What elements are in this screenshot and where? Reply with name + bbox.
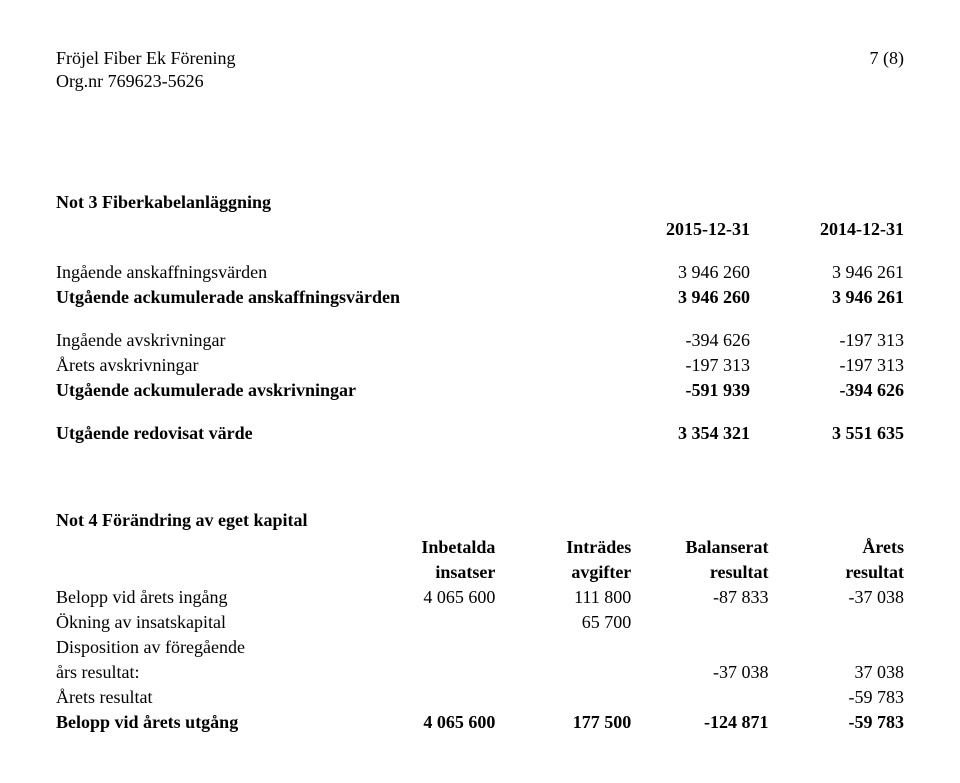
table-row: Utgående ackumulerade anskaffningsvärden…: [56, 285, 904, 310]
table-row: Disposition av föregående: [56, 635, 904, 660]
row-value: [495, 685, 631, 710]
org-name: Fröjel Fiber Ek Förening: [56, 48, 235, 69]
row-label: Ingående anskaffningsvärden: [56, 260, 620, 285]
row-value: -87 833: [631, 585, 768, 610]
row-value: -197 313: [750, 353, 904, 378]
table-row: Årets avskrivningar -197 313 -197 313: [56, 353, 904, 378]
row-value: -37 038: [769, 585, 904, 610]
row-label: Utgående redovisat värde: [56, 421, 620, 446]
row-value: [495, 660, 631, 685]
row-value: -197 313: [750, 328, 904, 353]
row-value: -394 626: [750, 378, 904, 403]
note3-title: Not 3 Fiberkabelanläggning: [56, 192, 904, 213]
row-label: Belopp vid årets utgång: [56, 710, 359, 735]
table-row: Belopp vid årets utgång 4 065 600 177 50…: [56, 710, 904, 735]
table-row: Utgående ackumulerade avskrivningar -591…: [56, 378, 904, 403]
note4-head-c3a: Balanserat: [631, 535, 768, 560]
note4-title: Not 4 Förändring av eget kapital: [56, 510, 904, 531]
row-value: [359, 685, 496, 710]
row-label: Ingående avskrivningar: [56, 328, 620, 353]
note3-table: 2015-12-31 2014-12-31 Ingående anskaffni…: [56, 217, 904, 446]
note4-head-c1a: Inbetalda: [359, 535, 496, 560]
row-value: -394 626: [620, 328, 750, 353]
note4-head-c4b: resultat: [769, 560, 904, 585]
row-value: [359, 635, 496, 660]
note4-head-c3b: resultat: [631, 560, 768, 585]
note3-col1: 2015-12-31: [620, 217, 750, 242]
note4-head-c4a: Årets: [769, 535, 904, 560]
row-value: 3 354 321: [620, 421, 750, 446]
note3-col2: 2014-12-31: [750, 217, 904, 242]
page-number: 7 (8): [870, 48, 905, 69]
empty-cell: [56, 560, 359, 585]
table-row: Årets resultat -59 783: [56, 685, 904, 710]
table-row: års resultat: -37 038 37 038: [56, 660, 904, 685]
row-value: -197 313: [620, 353, 750, 378]
row-label: Belopp vid årets ingång: [56, 585, 359, 610]
row-label: Utgående ackumulerade anskaffningsvärden: [56, 285, 620, 310]
row-value: 3 946 260: [620, 285, 750, 310]
row-value: -124 871: [631, 710, 768, 735]
row-value: 4 065 600: [359, 585, 496, 610]
row-value: 3 946 261: [750, 285, 904, 310]
row-value: -37 038: [631, 660, 768, 685]
table-row: Utgående redovisat värde 3 354 321 3 551…: [56, 421, 904, 446]
empty-cell: [56, 535, 359, 560]
row-value: 3 946 261: [750, 260, 904, 285]
row-value: 4 065 600: [359, 710, 496, 735]
table-row: Ökning av insatskapital 65 700: [56, 610, 904, 635]
table-row: Ingående avskrivningar -394 626 -197 313: [56, 328, 904, 353]
row-value: 177 500: [495, 710, 631, 735]
row-value: 111 800: [495, 585, 631, 610]
row-label: Ökning av insatskapital: [56, 610, 359, 635]
note4-head-c2a: Inträdes: [495, 535, 631, 560]
row-value: 3 551 635: [750, 421, 904, 446]
row-value: -59 783: [769, 710, 904, 735]
row-value: [631, 610, 768, 635]
row-label: Årets avskrivningar: [56, 353, 620, 378]
empty-cell: [56, 217, 620, 242]
note4-head-c2b: avgifter: [495, 560, 631, 585]
row-value: -591 939: [620, 378, 750, 403]
row-label: Årets resultat: [56, 685, 359, 710]
row-value: 65 700: [495, 610, 631, 635]
row-value: -59 783: [769, 685, 904, 710]
row-value: 37 038: [769, 660, 904, 685]
org-number: Org.nr 769623-5626: [56, 71, 904, 92]
row-label: års resultat:: [56, 660, 359, 685]
row-value: [631, 635, 768, 660]
note4-table: Inbetalda Inträdes Balanserat Årets insa…: [56, 535, 904, 735]
row-value: [495, 635, 631, 660]
row-value: [359, 660, 496, 685]
row-label: Disposition av föregående: [56, 635, 359, 660]
row-value: 3 946 260: [620, 260, 750, 285]
note4-head-c1b: insatser: [359, 560, 496, 585]
table-row: Belopp vid årets ingång 4 065 600 111 80…: [56, 585, 904, 610]
table-row: Ingående anskaffningsvärden 3 946 260 3 …: [56, 260, 904, 285]
row-value: [359, 610, 496, 635]
row-value: [631, 685, 768, 710]
row-value: [769, 635, 904, 660]
row-label: Utgående ackumulerade avskrivningar: [56, 378, 620, 403]
row-value: [769, 610, 904, 635]
